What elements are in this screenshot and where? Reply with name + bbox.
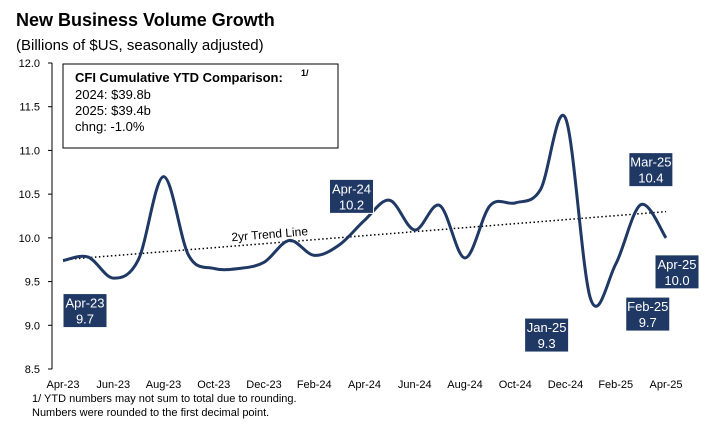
callout-box (524, 317, 570, 353)
callout-box (62, 293, 108, 329)
value-label: 10.4 (638, 171, 663, 186)
line (62, 113, 668, 308)
annotation-line: 2024: $39.8b (75, 87, 151, 102)
y-tick-label: 9.5 (25, 277, 40, 289)
x-tick-label: Jun-23 (96, 379, 130, 391)
value-label: 9.3 (538, 336, 556, 351)
callout-name: Apr-25 (657, 257, 696, 272)
x-tick-label: Aug-23 (146, 379, 181, 391)
x-tick-label: Apr-24 (348, 379, 381, 391)
x-tick-label: Oct-24 (499, 379, 532, 391)
y-tick-label: 10.0 (19, 233, 40, 245)
value-label: 10.2 (339, 197, 364, 212)
x-tick-label: Feb-24 (297, 379, 332, 391)
y-tick-label: 9.0 (25, 320, 40, 332)
x-tick-label: Apr-23 (46, 379, 79, 391)
trend-label: 2yr Trend Line (231, 224, 309, 244)
x-tick-label: Feb-25 (598, 379, 633, 391)
x-tick-label: Dec-23 (246, 379, 281, 391)
annotation-superscript: 1/ (301, 68, 309, 78)
callout-box (628, 152, 674, 188)
callout-name: Jan-25 (527, 320, 567, 335)
x-tick-label: Dec-24 (548, 379, 583, 391)
y-tick-label: 10.5 (19, 189, 40, 201)
trend-line (62, 210, 667, 261)
y-tick-label: 11.5 (19, 102, 40, 114)
annotation-box (62, 63, 339, 149)
annotation-title: CFI Cumulative YTD Comparison: (75, 70, 283, 85)
y-tick-label: 8.5 (25, 364, 40, 376)
value-label: 10.0 (664, 273, 689, 288)
x-tick-label: Jun-24 (398, 379, 432, 391)
callout-box (654, 254, 700, 290)
callout-box (329, 178, 374, 214)
x-tick-label: Aug-24 (447, 379, 482, 391)
footnote: Numbers were rounded to the first decima… (32, 407, 269, 419)
callout-name: Apr-24 (332, 181, 371, 196)
footnote: 1/ YTD numbers may not sum to total due … (32, 393, 297, 405)
callout-name: Apr-23 (65, 296, 104, 311)
callout-name: Mar-25 (630, 155, 671, 170)
value-label: 9.7 (76, 312, 94, 327)
x-tick-label: Apr-25 (649, 379, 682, 391)
annotation-line: 2025: $39.4b (75, 103, 151, 118)
annotation-line: chng: -1.0% (75, 119, 145, 134)
y-tick-label: 11.0 (19, 145, 40, 157)
x-tick-label: Oct-23 (197, 379, 230, 391)
callout-name: Feb-25 (627, 299, 668, 314)
chart-subtitle: (Billions of $US, seasonally adjusted) (16, 37, 264, 54)
value-label: 9.7 (639, 315, 657, 330)
callout-box (625, 296, 671, 332)
chart-title: New Business Volume Growth (16, 10, 275, 30)
y-tick-label: 12.0 (19, 58, 40, 70)
